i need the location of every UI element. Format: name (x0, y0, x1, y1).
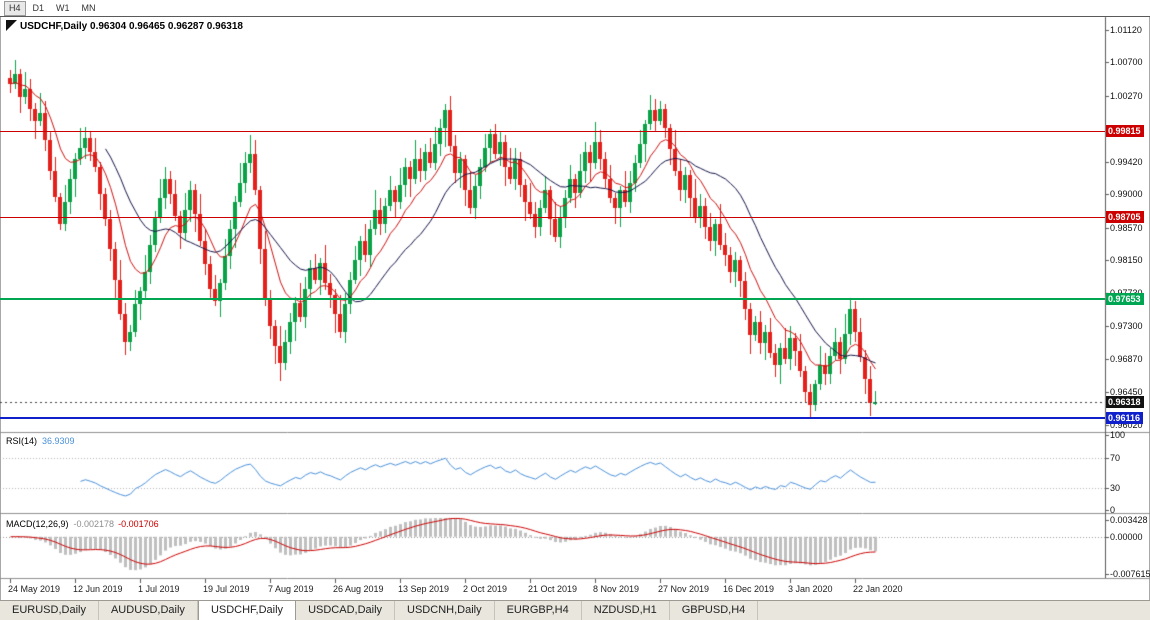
chart-title-symbol: USDCHF,Daily (20, 21, 88, 32)
resistance-line-2[interactable] (0, 217, 1105, 218)
chart-title: USDCHF,Daily 0.96304 0.96465 0.96287 0.9… (20, 21, 243, 32)
rsi-indicator-label: RSI(14) 36.9309 (6, 436, 75, 446)
symbol-tab-usdcnh[interactable]: USDCNH,Daily (395, 601, 495, 620)
macd-main-value: -0.002178 (73, 519, 115, 529)
support-line-green[interactable] (0, 298, 1105, 300)
timeframe-button-h4[interactable]: H4 (4, 0, 26, 16)
timeframe-button-mn[interactable]: MN (77, 1, 101, 16)
macd-signal-value: -0.001706 (118, 519, 159, 529)
chart-shift-arrow-icon (6, 20, 17, 31)
rsi-value: 36.9309 (42, 436, 75, 446)
resistance-line-1[interactable] (0, 131, 1105, 132)
timeframe-toolbar: H4 D1 W1 MN (0, 0, 1150, 17)
timeframe-button-d1[interactable]: D1 (28, 1, 50, 16)
rsi-name: RSI(14) (6, 436, 38, 446)
symbol-tab-nzdusd[interactable]: NZDUSD,H1 (582, 601, 670, 620)
macd-name: MACD(12,26,9) (6, 519, 69, 529)
symbol-tab-usdchf[interactable]: USDCHF,Daily (197, 601, 297, 620)
support-line-blue[interactable] (0, 417, 1105, 419)
chart-title-ohlc: 0.96304 0.96465 0.96287 0.96318 (90, 21, 243, 32)
symbol-tab-bar: EURUSD,Daily AUDUSD,Daily USDCHF,Daily USDC… (0, 600, 1150, 620)
symbol-tab-audusd[interactable]: AUDUSD,Daily (99, 601, 198, 620)
macd-indicator-label: MACD(12,26,9) -0.002178 -0.001706 (6, 519, 159, 529)
symbol-tab-eurusd[interactable]: EURUSD,Daily (0, 601, 99, 620)
timeframe-button-w1[interactable]: W1 (51, 1, 75, 16)
symbol-tab-usdcad[interactable]: USDCAD,Daily (296, 601, 396, 620)
symbol-tab-eurgbp[interactable]: EURGBP,H4 (495, 601, 582, 620)
symbol-tab-gbpusd[interactable]: GBPUSD,H4 (670, 601, 759, 620)
